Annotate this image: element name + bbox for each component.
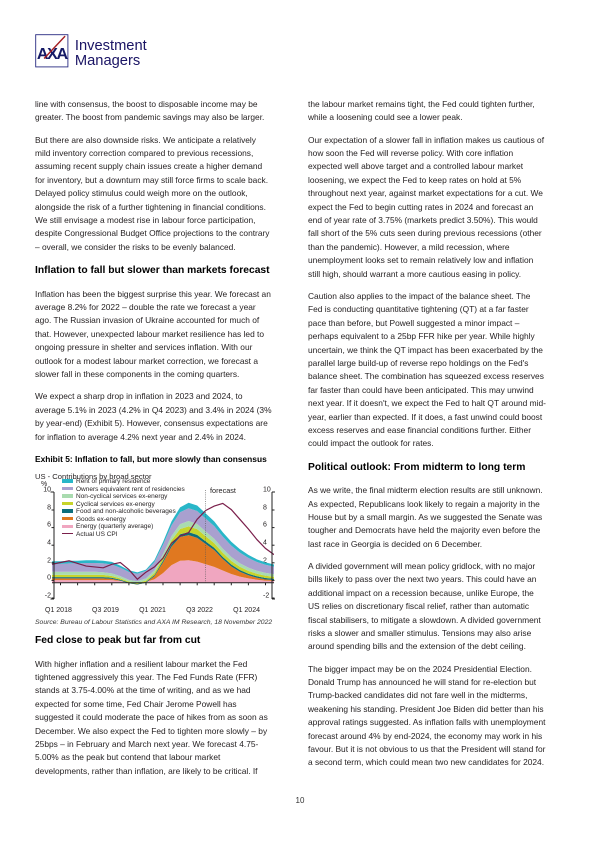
svg-text:Investment: Investment (75, 38, 147, 54)
svg-text:AXA: AXA (37, 45, 69, 63)
svg-text:Managers: Managers (75, 53, 140, 69)
